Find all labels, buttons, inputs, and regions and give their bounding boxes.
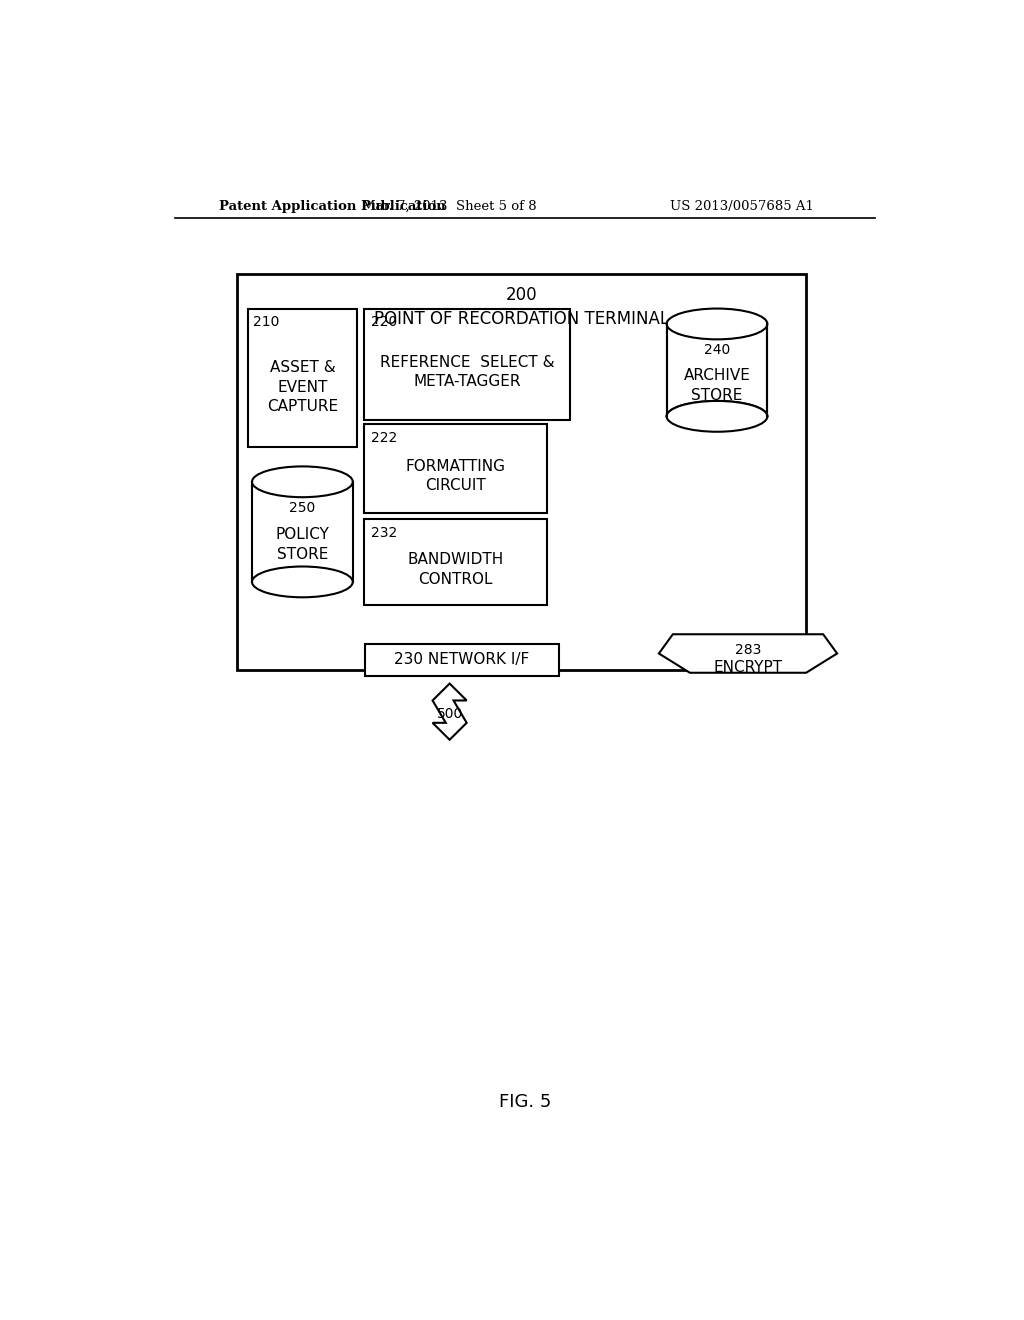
Text: 250: 250 (289, 502, 315, 515)
Bar (237, 275, 806, 671)
Text: 283: 283 (735, 643, 761, 656)
Bar (366, 644, 559, 676)
Bar (248, 309, 356, 447)
Bar (365, 309, 569, 420)
Text: Patent Application Publication: Patent Application Publication (219, 199, 446, 213)
Text: FORMATTING
CIRCUIT: FORMATTING CIRCUIT (406, 458, 506, 494)
Text: 220: 220 (371, 315, 397, 330)
Text: 240: 240 (703, 343, 730, 358)
Text: US 2013/0057685 A1: US 2013/0057685 A1 (671, 199, 814, 213)
Bar (252, 451, 352, 582)
Text: Mar. 7, 2013  Sheet 5 of 8: Mar. 7, 2013 Sheet 5 of 8 (362, 199, 537, 213)
Ellipse shape (667, 309, 767, 339)
Text: FIG. 5: FIG. 5 (499, 1093, 551, 1110)
Polygon shape (658, 635, 838, 673)
Bar (667, 293, 767, 416)
Ellipse shape (252, 466, 352, 498)
Text: ARCHIVE
STORE: ARCHIVE STORE (684, 368, 751, 403)
Polygon shape (432, 684, 467, 739)
Bar (365, 424, 547, 512)
Text: ENCRYPT: ENCRYPT (714, 660, 782, 675)
Bar (365, 519, 547, 605)
Text: POINT OF RECORDATION TERMINAL: POINT OF RECORDATION TERMINAL (374, 310, 669, 327)
Text: 200: 200 (506, 286, 538, 305)
Text: 500: 500 (436, 708, 463, 721)
Text: BANDWIDTH
CONTROL: BANDWIDTH CONTROL (408, 552, 504, 587)
Text: 222: 222 (371, 430, 397, 445)
Text: REFERENCE  SELECT &
META-TAGGER: REFERENCE SELECT & META-TAGGER (380, 355, 554, 389)
Text: POLICY
STORE: POLICY STORE (275, 527, 330, 561)
Ellipse shape (667, 401, 767, 432)
Bar (445, 701, 454, 723)
Ellipse shape (252, 566, 352, 597)
Text: 230 NETWORK I/F: 230 NETWORK I/F (394, 652, 529, 667)
Text: 232: 232 (371, 525, 397, 540)
Text: ASSET &
EVENT
CAPTURE: ASSET & EVENT CAPTURE (267, 360, 338, 414)
Text: 210: 210 (253, 315, 280, 330)
